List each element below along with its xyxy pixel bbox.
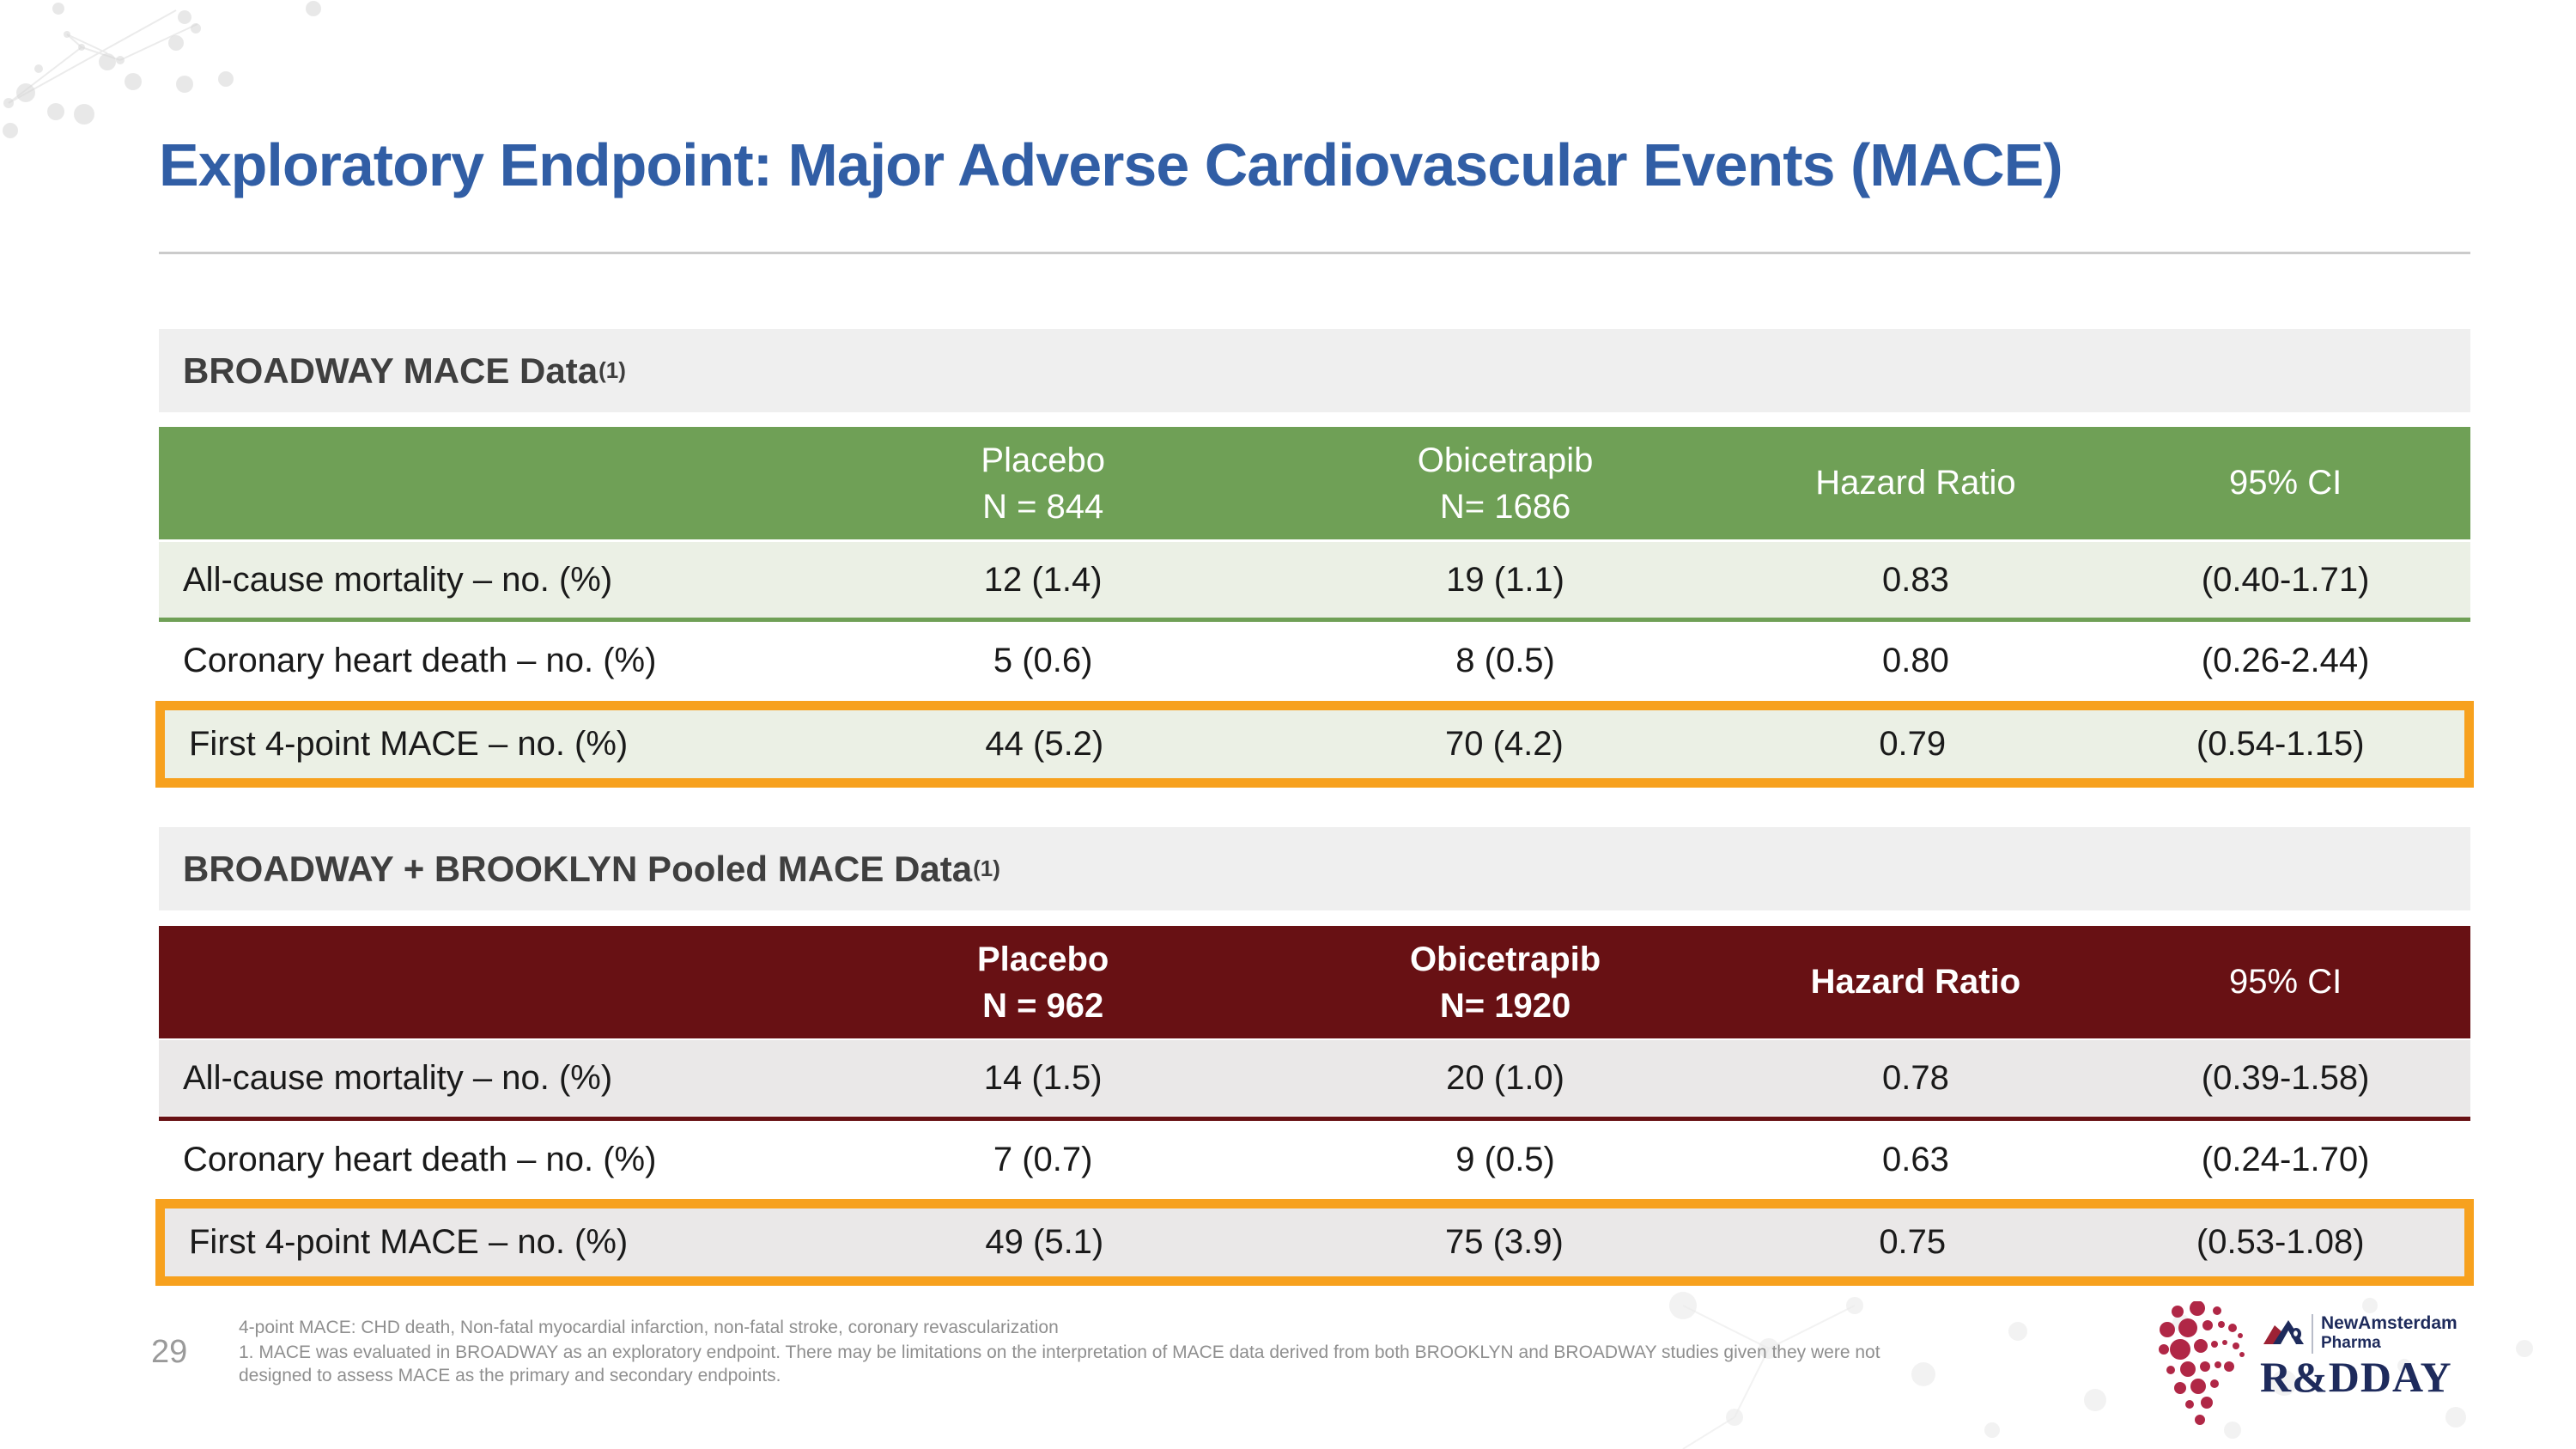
footnote-marker: (1) (598, 357, 626, 383)
logo-event-name: R&DDAY (2260, 1353, 2452, 1401)
footnote-mace-evaluation: 1. MACE was evaluated in BROADWAY as an … (239, 1342, 1880, 1385)
table1-header-obicetrapib: Obicetrapib N= 1686 (1417, 441, 1594, 526)
section-banner-broadway-label: BROADWAY MACE Data (183, 350, 598, 391)
section-banner-pooled: BROADWAY + BROOKLYN Pooled MACE Data (1) (159, 827, 2470, 910)
table1-row-first-4-point-mace: First 4-point MACE – no. (%) 44 (5.2) 70… (165, 710, 2464, 778)
logo-dot-cluster-icon (2159, 1301, 2245, 1425)
table2-row-separator (159, 1117, 2470, 1121)
footnotes: 4-point MACE: CHD death, Non-fatal myoca… (239, 1317, 1952, 1390)
logo-company-sub: Pharma (2321, 1334, 2381, 1352)
page-title: Exploratory Endpoint: Major Adverse Card… (159, 131, 2063, 198)
table1-row-all-cause-mortality: All-cause mortality – no. (%) 12 (1.4) 1… (159, 542, 2470, 618)
footnote-marker: (1) (973, 855, 1000, 881)
table1-header-hazard-ratio: Hazard Ratio (1815, 464, 2016, 502)
table2-header-95ci: 95% CI (2229, 963, 2342, 1001)
logo-company-name: NewAmsterdam (2321, 1313, 2458, 1333)
section-banner-broadway: BROADWAY MACE Data (1) (159, 329, 2470, 412)
logo-block: NewAmsterdam Pharma R&DDAY (2157, 1299, 2569, 1449)
footnote-4point-mace: 4-point MACE: CHD death, Non-fatal myoca… (239, 1318, 1059, 1337)
table2-header-row: Placebo N = 962 Obicetrapib N= 1920 Haza… (159, 926, 2470, 1038)
table2-header-hazard-ratio: Hazard Ratio (1810, 963, 2021, 1001)
table2-header-obicetrapib: Obicetrapib N= 1920 (1409, 940, 1601, 1025)
table1-header-placebo: Placebo N = 844 (981, 441, 1105, 526)
table1-header-row: Placebo N = 844 Obicetrapib N= 1686 Haza… (159, 427, 2470, 539)
logo-divider (2312, 1314, 2313, 1354)
table1-row-separator (159, 618, 2470, 622)
table2-row-coronary-heart-death: Coronary heart death – no. (%) 7 (0.7) 9… (159, 1122, 2470, 1197)
table1-row-coronary-heart-death: Coronary heart death – no. (%) 5 (0.6) 8… (159, 623, 2470, 698)
table2-header-placebo: Placebo N = 962 (976, 940, 1109, 1025)
table1-highlight-box: First 4-point MACE – no. (%) 44 (5.2) 70… (155, 701, 2474, 788)
table2-highlight-box: First 4-point MACE – no. (%) 49 (5.1) 75… (155, 1199, 2474, 1286)
section-banner-pooled-label: BROADWAY + BROOKLYN Pooled MACE Data (183, 848, 973, 889)
title-divider (159, 252, 2470, 254)
page-number: 29 (151, 1334, 188, 1370)
table2-row-all-cause-mortality: All-cause mortality – no. (%) 14 (1.5) 2… (159, 1040, 2470, 1116)
table2-row-first-4-point-mace: First 4-point MACE – no. (%) 49 (5.1) 75… (165, 1209, 2464, 1276)
newamsterdam-logo-mark-icon (2263, 1320, 2304, 1344)
table1-header-95ci: 95% CI (2229, 464, 2342, 502)
